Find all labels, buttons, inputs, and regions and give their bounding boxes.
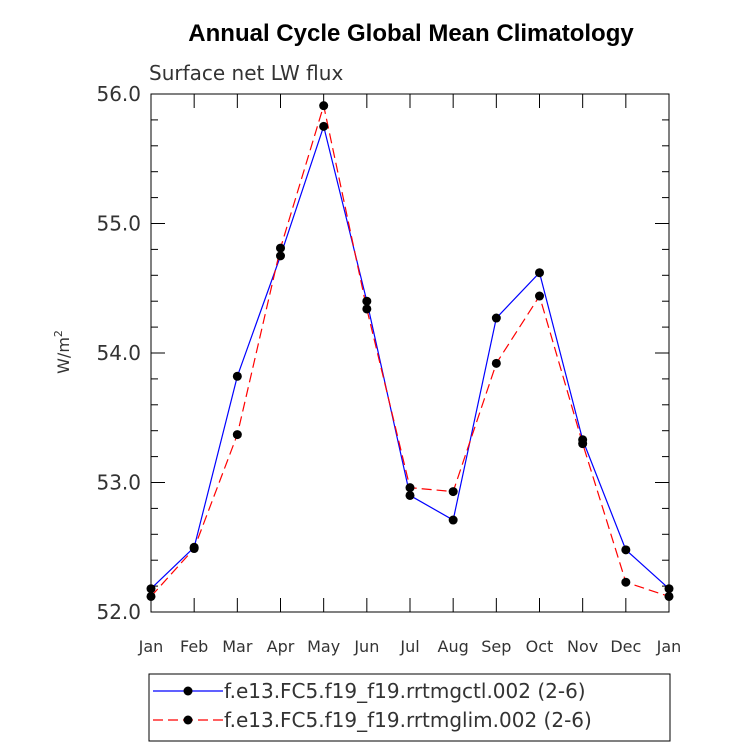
legend-marker-1 [183, 686, 193, 696]
data-point-series-1 [232, 371, 242, 381]
x-tick-label: Jun [353, 637, 379, 656]
y-axis-label-base: W/m [54, 337, 73, 374]
data-point-series-2 [535, 291, 544, 301]
data-point-series-2 [621, 577, 631, 587]
data-point-series-2 [405, 483, 415, 493]
series-layer [146, 101, 674, 601]
data-point-series-2 [319, 101, 329, 111]
legend-label-2: f.e13.FC5.f19_f19.rrtmglim.002 (2-6) [224, 708, 592, 732]
data-point-series-2 [362, 304, 372, 314]
plot-frame [150, 93, 670, 613]
data-point-series-1 [405, 490, 415, 500]
data-point-series-1 [448, 515, 458, 525]
x-tick-label: Jul [399, 637, 419, 656]
data-point-series-2 [664, 591, 674, 601]
data-point-series-2 [491, 358, 501, 368]
y-tick-label: 54.0 [96, 341, 141, 365]
data-point-series-2 [146, 591, 156, 601]
chart-subtitle: Surface net LW flux [149, 61, 343, 85]
x-tick-label: Apr [267, 637, 295, 656]
legend-label-1: f.e13.FC5.f19_f19.rrtmgctl.002 (2-6) [224, 679, 586, 703]
x-tick-label: Oct [526, 637, 554, 656]
x-tick-label: May [307, 637, 340, 656]
data-point-series-1 [491, 313, 501, 323]
x-tick-label: Feb [180, 637, 208, 656]
x-tick-label: Jan [138, 637, 164, 656]
x-tick-label: Sep [481, 637, 511, 656]
data-point-series-1 [621, 545, 631, 555]
legend-box [148, 673, 671, 742]
y-tick-label: 56.0 [96, 82, 141, 106]
axis-ticks: 52.0 53.0 54.0 55.0 56.0 Jan Feb Mar Apr May Jun Ju… [96, 82, 681, 656]
series-line-2 [150, 105, 670, 598]
data-point-series-2 [232, 430, 242, 440]
y-tick-label: 55.0 [96, 212, 141, 236]
legend: f.e13.FC5.f19_f19.rrtmgctl.002 (2-6) f.e1… [153, 679, 592, 732]
data-point-series-2 [578, 439, 588, 449]
data-point-series-1 [664, 584, 674, 594]
data-point-series-2 [448, 487, 458, 497]
chart-title: Annual Cycle Global Mean Climatology [188, 20, 634, 47]
data-point-series-1 [362, 296, 372, 306]
x-tick-label: Nov [567, 637, 598, 656]
data-point-series-2 [189, 544, 199, 554]
y-axis-label: W/m2 [52, 330, 73, 374]
x-tick-label: Jan [656, 637, 682, 656]
x-tick-label: Dec [610, 637, 641, 656]
x-tick-label: Mar [222, 637, 253, 656]
legend-marker-2 [183, 715, 193, 725]
data-point-series-1 [276, 251, 285, 261]
data-point-series-1 [535, 268, 544, 278]
y-tick-label: 53.0 [96, 471, 141, 495]
series-line-1 [150, 124, 670, 590]
data-point-series-1 [319, 121, 329, 131]
y-tick-label: 52.0 [96, 600, 141, 624]
data-point-series-1 [146, 584, 156, 594]
x-tick-label: Aug [438, 637, 469, 656]
data-point-series-2 [276, 243, 285, 253]
y-axis-label-superscript: 2 [52, 330, 65, 337]
